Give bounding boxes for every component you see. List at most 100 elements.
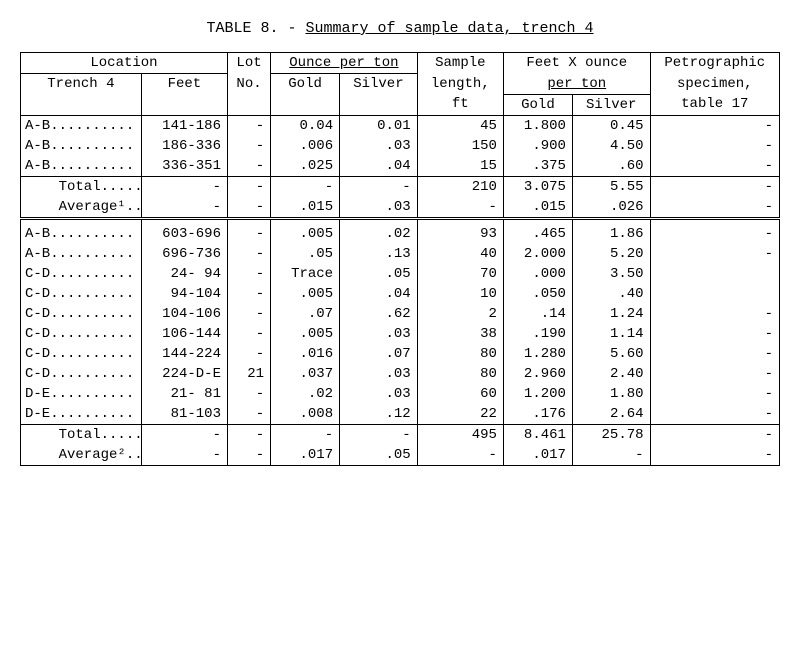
hdr-ft: ft	[417, 94, 503, 115]
table-cell: -	[141, 197, 227, 219]
table-cell: .40	[572, 284, 650, 304]
table-cell: -	[650, 176, 779, 197]
table-cell: 603-696	[141, 224, 227, 244]
table-row: C-D..........144-224-.016.07801.2805.60-	[21, 344, 780, 364]
hdr-table17: table 17	[650, 94, 779, 115]
table-cell: .015	[271, 197, 340, 219]
table-cell: 1.280	[503, 344, 572, 364]
table-cell: -	[340, 424, 418, 445]
table-cell: .006	[271, 136, 340, 156]
table-cell: 10	[417, 284, 503, 304]
table-cell: .02	[340, 224, 418, 244]
table-cell: .62	[340, 304, 418, 324]
table-cell: 21	[227, 364, 270, 384]
hdr-perton-txt: per ton	[547, 76, 606, 92]
table-cell	[650, 284, 779, 304]
table-cell: C-D..........	[21, 304, 142, 324]
table-cell: -	[141, 424, 227, 445]
table-cell: .008	[271, 404, 340, 425]
table-cell: -	[227, 244, 270, 264]
table-cell: Trace	[271, 264, 340, 284]
table-cell: -	[650, 364, 779, 384]
table-cell: -	[227, 156, 270, 177]
table-row: Average¹..--.015.03-.015.026-	[21, 197, 780, 219]
table-cell: .176	[503, 404, 572, 425]
table-cell: Total.....	[21, 176, 142, 197]
table-row: A-B..........336-351-.025.0415.375.60-	[21, 156, 780, 177]
table-cell: 106-144	[141, 324, 227, 344]
table-cell: Average²..	[21, 445, 142, 466]
table-cell	[650, 264, 779, 284]
table-cell: 60	[417, 384, 503, 404]
table-cell: .037	[271, 364, 340, 384]
table-cell: 2.000	[503, 244, 572, 264]
hdr-blank4	[271, 94, 340, 115]
table-cell: .12	[340, 404, 418, 425]
table-cell: 45	[417, 115, 503, 136]
table-cell: -	[227, 404, 270, 425]
table-cell: C-D..........	[21, 364, 142, 384]
table-cell: C-D..........	[21, 264, 142, 284]
table-cell: -	[227, 344, 270, 364]
table-cell: .017	[503, 445, 572, 466]
table-cell: -	[650, 445, 779, 466]
hdr-gold: Gold	[271, 74, 340, 95]
table-cell: -	[650, 304, 779, 324]
table-cell: .026	[572, 197, 650, 219]
hdr-sample: Sample	[417, 53, 503, 74]
hdr-silver2: Silver	[572, 94, 650, 115]
table-cell: .05	[271, 244, 340, 264]
table-cell: .03	[340, 197, 418, 219]
table-cell: -	[227, 424, 270, 445]
title-prefix: TABLE 8. -	[206, 20, 305, 37]
title-main: Summary of sample data, trench 4	[305, 20, 593, 37]
hdr-blank2	[141, 94, 227, 115]
table-cell: .13	[340, 244, 418, 264]
table-cell: D-E..........	[21, 404, 142, 425]
table-cell: Average¹..	[21, 197, 142, 219]
table-cell: 5.55	[572, 176, 650, 197]
hdr-trench4: Trench 4	[21, 74, 142, 95]
table-cell: -	[417, 445, 503, 466]
table-cell: 186-336	[141, 136, 227, 156]
table-cell: 495	[417, 424, 503, 445]
table-cell: 81-103	[141, 404, 227, 425]
table-row: A-B..........603-696-.005.0293.4651.86-	[21, 224, 780, 244]
table-cell: -	[227, 115, 270, 136]
table-row: Total.....----4958.46125.78-	[21, 424, 780, 445]
table-row: C-D..........224-D-E21.037.03802.9602.40…	[21, 364, 780, 384]
table-cell: .02	[271, 384, 340, 404]
table-cell: .07	[271, 304, 340, 324]
table-cell: 336-351	[141, 156, 227, 177]
table-cell: 80	[417, 344, 503, 364]
hdr-perton: per ton	[503, 74, 650, 95]
table-cell: 696-736	[141, 244, 227, 264]
table-cell: .005	[271, 324, 340, 344]
header-row-1: Location Lot Ounce per ton Sample Feet X…	[21, 53, 780, 74]
table-cell: .190	[503, 324, 572, 344]
table-cell: C-D..........	[21, 344, 142, 364]
table-cell: .005	[271, 224, 340, 244]
table-row: Average²..--.017.05-.017--	[21, 445, 780, 466]
table-cell: -	[650, 424, 779, 445]
table-cell: .04	[340, 284, 418, 304]
hdr-ozperton-txt: Ounce per ton	[289, 55, 398, 71]
hdr-lot: Lot	[227, 53, 270, 74]
table-cell: 1.14	[572, 324, 650, 344]
table-cell: 2	[417, 304, 503, 324]
hdr-feet: Feet	[141, 74, 227, 95]
table-cell: -	[650, 115, 779, 136]
table-row: D-E..........21- 81-.02.03601.2001.80-	[21, 384, 780, 404]
table-row: A-B..........696-736-.05.13402.0005.20-	[21, 244, 780, 264]
table-cell: C-D..........	[21, 324, 142, 344]
table-cell: .03	[340, 324, 418, 344]
table-cell: 22	[417, 404, 503, 425]
table-cell: Total.....	[21, 424, 142, 445]
hdr-silver: Silver	[340, 74, 418, 95]
table-cell: -	[650, 324, 779, 344]
table-cell: -	[650, 197, 779, 219]
table-cell: -	[650, 136, 779, 156]
table-cell: .015	[503, 197, 572, 219]
table-cell: 3.50	[572, 264, 650, 284]
table-cell: .017	[271, 445, 340, 466]
